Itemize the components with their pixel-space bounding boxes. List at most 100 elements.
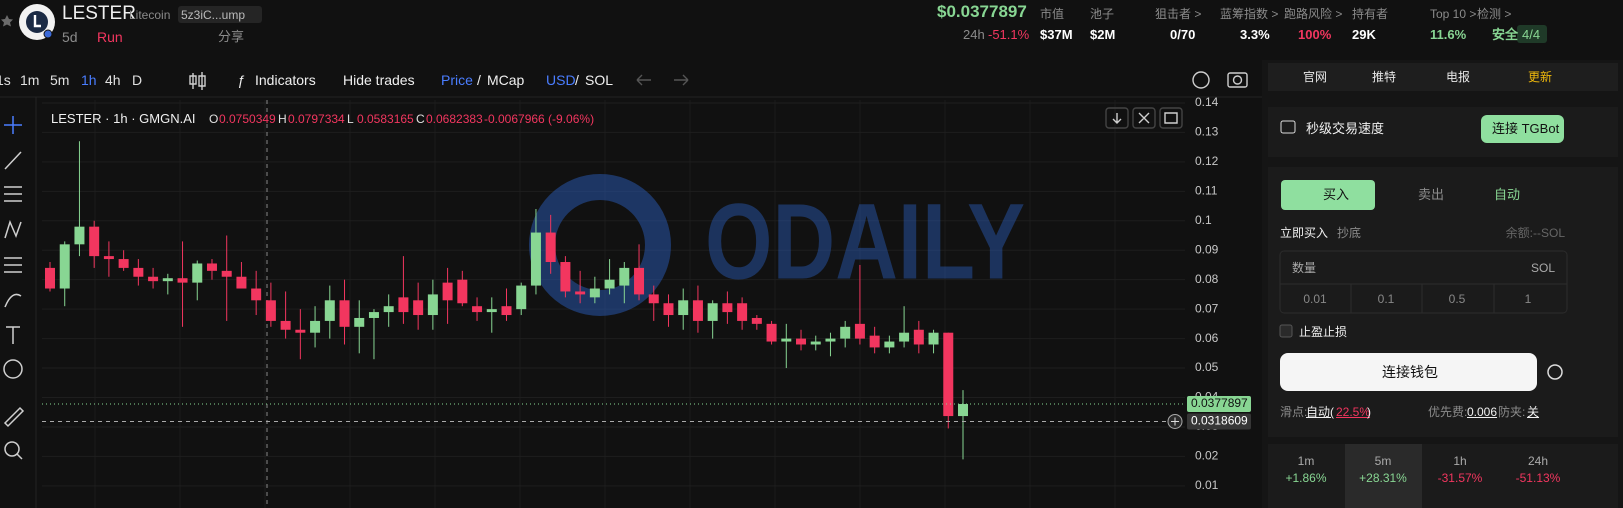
link[interactable]: 更新 (1528, 70, 1553, 84)
divider: / (575, 72, 579, 88)
draw-tools (3, 116, 25, 460)
candle-body (413, 300, 424, 316)
emoji-tool[interactable] (3, 359, 23, 379)
legend-key: H (278, 112, 287, 126)
link[interactable]: 电报 (1446, 70, 1471, 84)
metric-value: 0/70 (1170, 27, 1196, 42)
metric-value: 29K (1352, 27, 1376, 42)
candle-body (619, 267, 630, 286)
crosshair-tool[interactable] (4, 116, 22, 134)
slippage[interactable]: 22.5% (1336, 405, 1371, 419)
tp-sl[interactable]: 止盈止损 (1299, 325, 1348, 339)
share[interactable]: 分享 (218, 29, 245, 44)
chart-type-icon[interactable] (189, 72, 206, 90)
mode-now[interactable]: 立即买入 (1280, 226, 1329, 240)
candle-body (251, 288, 262, 301)
link[interactable]: 官网 (1303, 70, 1328, 84)
scroll-button[interactable] (1105, 107, 1129, 129)
candle-body (206, 263, 217, 271)
stat-period: 5m (1374, 454, 1392, 468)
interval[interactable]: 1s (0, 72, 11, 88)
change: -51.1% (988, 27, 1030, 42)
interval[interactable]: 5m (50, 72, 70, 88)
candle-body (89, 226, 100, 257)
indicators[interactable]: Indicators (255, 72, 316, 88)
fullscreen-button[interactable] (1159, 107, 1183, 129)
mcap-mode[interactable]: MCap (487, 72, 525, 88)
pattern-tool[interactable] (4, 219, 22, 239)
zoom-tool[interactable] (4, 441, 20, 457)
line-tool[interactable] (4, 151, 22, 170)
sol-mode[interactable]: SOL (585, 72, 614, 88)
candle-body (472, 306, 483, 313)
metric-label: 蓝筹指数 > (1220, 7, 1279, 21)
toolbar-icons (189, 71, 1248, 129)
fib-tool[interactable] (4, 257, 22, 273)
candle-body (265, 300, 276, 321)
interval[interactable]: 1h (81, 72, 97, 88)
candle-body (339, 300, 350, 327)
amount-option[interactable]: 0.5 (1448, 292, 1466, 306)
camera-icon[interactable] (1227, 72, 1248, 88)
tp-sl-checkbox[interactable] (1279, 324, 1293, 338)
sell-tab-label[interactable]: 卖出 (1418, 187, 1445, 202)
interval[interactable]: 1m (20, 72, 40, 88)
redo-icon[interactable] (674, 74, 689, 86)
amount-option[interactable]: 0.1 (1377, 292, 1395, 306)
amount-label: 数量 (1292, 261, 1317, 275)
candle-body (59, 244, 70, 289)
candle-body (280, 320, 291, 330)
connect-label[interactable]: 连接钱包 (1382, 364, 1438, 380)
buy-tab[interactable] (1281, 180, 1375, 210)
candle-body (884, 341, 895, 348)
undo-icon[interactable] (636, 74, 651, 86)
candle-body (943, 332, 954, 417)
link[interactable]: 推特 (1372, 70, 1397, 84)
candle-body (722, 303, 733, 313)
address[interactable]: 5z3iC...ump (181, 8, 246, 22)
text-tool[interactable] (6, 326, 20, 344)
address-box (178, 6, 262, 23)
candle-body (192, 263, 203, 283)
panel-shapes (178, 6, 1618, 508)
candle-body (236, 276, 247, 289)
candle-body (869, 335, 880, 348)
metric-value: 11.6% (1430, 27, 1467, 42)
token-logo-inner (26, 11, 48, 33)
change-label: 24h (963, 27, 985, 42)
hide-trades[interactable]: Hide trades (343, 72, 415, 88)
stats-active (1345, 444, 1422, 508)
tgbot[interactable]: 连接 TGBot (1492, 121, 1560, 136)
stat-period: 1h (1453, 454, 1467, 468)
collapse-button[interactable] (1132, 107, 1156, 129)
mev[interactable]: 关 (1527, 405, 1540, 419)
candle-body (118, 259, 129, 268)
price-mode[interactable]: Price (441, 72, 473, 88)
speed-icon (1280, 120, 1296, 134)
candle-body (560, 262, 571, 292)
amount-option[interactable]: 1 (1524, 292, 1532, 306)
token-logo-mark (33, 15, 41, 28)
priority[interactable]: 0.006 (1467, 405, 1498, 419)
ruler-tool[interactable] (3, 406, 25, 428)
buy-tab-label[interactable]: 买入 (1323, 187, 1350, 202)
candle-body (177, 278, 188, 283)
interval[interactable]: 4h (105, 72, 121, 88)
amount-option[interactable]: 0.01 (1303, 292, 1327, 306)
auto-tab-label[interactable]: 自动 (1494, 187, 1521, 202)
candle-body (398, 297, 409, 313)
y-tick-label: 0.09 (1195, 242, 1219, 256)
brush-tool[interactable] (4, 293, 22, 308)
candle-body (781, 338, 792, 342)
usd-mode[interactable]: USD (546, 72, 576, 88)
trade-settings[interactable] (1547, 364, 1563, 380)
interval[interactable]: D (132, 72, 143, 88)
tgbot-button[interactable] (1481, 115, 1564, 143)
mode-dip[interactable]: 抄底 (1337, 226, 1362, 240)
candle-body (516, 285, 527, 310)
connect-button[interactable] (1280, 353, 1537, 391)
chart-title: LESTER · 1h · GMGN.AI (51, 111, 196, 126)
slippage-mode[interactable]: 自动( (1306, 405, 1334, 419)
channel-tool[interactable] (4, 186, 22, 202)
settings-icon[interactable] (1192, 71, 1210, 89)
